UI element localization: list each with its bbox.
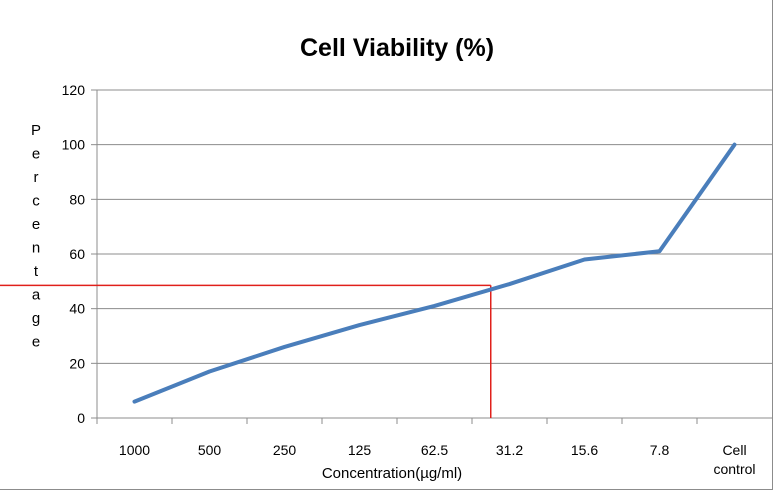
x-tick-label-1: 500: [198, 442, 222, 458]
x-tick-label-6: 15.6: [571, 442, 598, 458]
data-point-0-1: [209, 371, 210, 373]
data-point-0-2: [284, 346, 285, 348]
x-tick-labels: 1000 500 250 125 62.5 31.2 15.6 7.8 Cell control: [119, 442, 756, 477]
y-axis-title-letter-6: t: [34, 263, 39, 280]
y-axis-title-letter-4: e: [32, 216, 40, 233]
x-tick-label-7: 7.8: [650, 442, 670, 458]
data-point-0-6: [584, 258, 585, 260]
y-tick-label-120: 120: [62, 82, 86, 98]
y-axis-title-letter-8: g: [32, 310, 40, 327]
data-point-0-8: [734, 144, 735, 146]
y-tick-label-40: 40: [69, 301, 85, 317]
axis-layer: [91, 89, 772, 424]
y-axis-title-letter-1: e: [32, 146, 40, 163]
data-point-0-3: [359, 324, 360, 326]
y-axis-title-letter-5: n: [32, 240, 40, 257]
y-tick-label-100: 100: [62, 137, 86, 153]
y-tick-labels: 0 20 40 60 80 100 120: [62, 82, 86, 426]
x-axis-title: Concentration(µg/ml): [322, 465, 462, 482]
x-tick-label-3: 125: [348, 442, 372, 458]
y-tick-label-0: 0: [77, 410, 85, 426]
grid-layer: [97, 89, 772, 364]
x-tick-label-5: 31.2: [496, 442, 523, 458]
chart-title: Cell Viability (%): [300, 34, 494, 62]
y-axis-title-letter-7: a: [32, 287, 41, 304]
y-axis-title-letter-3: c: [32, 193, 40, 210]
data-point-0-4: [434, 305, 435, 307]
y-tick-label-60: 60: [69, 246, 85, 262]
reference-lines: [0, 284, 492, 418]
x-tick-label-2: 250: [273, 442, 297, 458]
x-tick-label-4: 62.5: [421, 442, 448, 458]
y-axis-title-letter-2: r: [34, 169, 39, 186]
series-layer: [132, 142, 737, 404]
data-point-0-5: [509, 283, 510, 285]
data-point-0-7: [659, 250, 660, 252]
x-tick-label-8: Cell control: [713, 442, 755, 477]
y-tick-label-80: 80: [69, 191, 85, 207]
x-tick-label-0: 1000: [119, 442, 150, 458]
y-tick-label-20: 20: [69, 355, 85, 371]
y-axis-title-letter-9: e: [32, 334, 40, 351]
y-axis-title-letter-0: P: [31, 122, 41, 139]
data-point-0-0: [134, 401, 135, 403]
